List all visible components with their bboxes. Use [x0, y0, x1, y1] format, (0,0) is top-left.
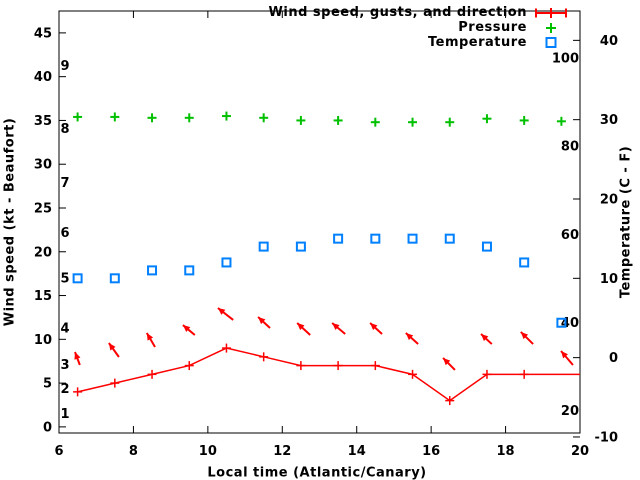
fahrenheit-label: 100: [552, 51, 579, 66]
gust-arrow-head: [481, 333, 489, 342]
temperature-point: [481, 241, 492, 252]
gust-arrow-head: [217, 307, 226, 315]
x-axis-label: Local time (Atlantic/Canary): [207, 465, 427, 480]
temperature-point: [519, 257, 530, 268]
y-tick-label: 45: [34, 26, 52, 41]
y2-tick-label: 20: [600, 192, 618, 207]
y2-tick-label: 10: [600, 272, 618, 287]
temperature-point: [72, 273, 83, 284]
plot-border: [58, 10, 581, 434]
x-tick-label: 16: [422, 444, 440, 459]
temperature-point: [407, 233, 418, 244]
x-tick-label: 14: [348, 444, 366, 459]
gust-arrow-head: [182, 325, 191, 332]
legend-label-pressure: Pressure: [458, 20, 527, 35]
beaufort-label: 5: [60, 272, 69, 287]
y-tick-label: 20: [34, 245, 52, 260]
beaufort-label: 4: [60, 321, 69, 336]
temperature-point: [370, 233, 381, 244]
beaufort-label: 9: [60, 59, 69, 74]
beaufort-label: 6: [60, 226, 69, 241]
temperature-point: [556, 317, 567, 328]
y-tick-label: 15: [34, 289, 52, 304]
gust-arrow-head: [297, 323, 305, 331]
gust-arrow-head: [561, 350, 568, 359]
gust-arrow-head: [443, 357, 451, 366]
beaufort-label: 8: [60, 122, 69, 137]
gust-arrow-head: [258, 316, 266, 325]
legend-label-wind: Wind speed, gusts, and direction: [268, 5, 527, 20]
gust-arrow-head: [405, 333, 414, 341]
temperature-point: [109, 273, 120, 284]
temperature-point: [258, 241, 269, 252]
temperature-point: [147, 265, 158, 276]
legend-label-temperature: Temperature: [427, 35, 527, 50]
y-axis-label: Wind speed (kt - Beaufort): [2, 117, 18, 327]
beaufort-label: 2: [60, 382, 69, 397]
temperature-point: [333, 233, 344, 244]
y-tick-label: 5: [43, 377, 52, 392]
temperature-point: [184, 265, 195, 276]
temperature-point: [221, 257, 232, 268]
fahrenheit-label: 80: [561, 140, 579, 155]
y-tick-label: 30: [34, 158, 52, 173]
y-tick-label: 35: [34, 114, 52, 129]
y2-axis-label: Temperature (C - F): [618, 145, 634, 299]
gust-arrow-head: [520, 331, 529, 340]
y2-tick-label: 40: [600, 34, 618, 49]
fahrenheit-label: 60: [561, 228, 579, 243]
y2-tick-label: 0: [609, 351, 618, 366]
gust-arrow-head: [370, 323, 378, 331]
y-tick-label: 0: [43, 420, 52, 435]
beaufort-label: 1: [60, 407, 69, 422]
x-tick-label: 10: [199, 444, 217, 459]
x-tick-label: 18: [497, 444, 515, 459]
temperature-point: [444, 233, 455, 244]
fahrenheit-label: 20: [561, 404, 579, 419]
wind-line: [77, 347, 580, 402]
x-tick-label: 12: [273, 444, 291, 459]
gust-arrow-head: [74, 352, 81, 360]
gust-arrow-head: [146, 333, 154, 341]
legend-sample-temperature: [545, 37, 557, 48]
x-tick-label: 6: [54, 444, 63, 459]
x-tick-label: 20: [571, 444, 589, 459]
gust-arrow-head: [332, 323, 340, 330]
beaufort-label: 7: [60, 176, 69, 191]
y-tick-label: 25: [34, 201, 52, 216]
temperature-point: [295, 241, 306, 252]
y-tick-label: 10: [34, 333, 52, 348]
y-tick-label: 40: [34, 70, 52, 85]
x-tick-label: 8: [129, 444, 138, 459]
beaufort-label: 3: [60, 358, 69, 373]
y2-tick-label: 30: [600, 113, 618, 128]
gust-arrow-head: [108, 342, 116, 351]
y2-tick-label: -10: [595, 430, 619, 445]
